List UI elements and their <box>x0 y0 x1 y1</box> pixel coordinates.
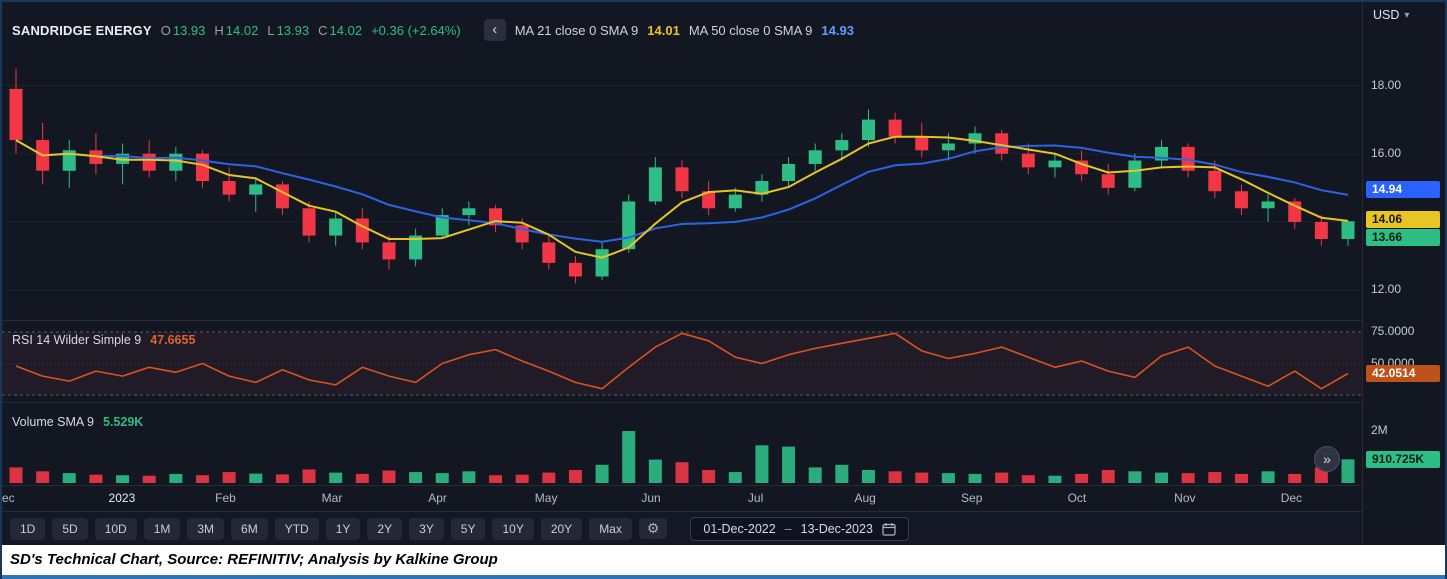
date-range-start[interactable]: 01-Dec-2022 <box>703 521 776 536</box>
change-value: +0.36 (+2.64%) <box>371 22 461 38</box>
close-readout: C 14.02 <box>318 22 363 38</box>
ma21-value: 14.01 <box>647 22 680 38</box>
range-button-1m[interactable]: 1M <box>143 517 181 540</box>
ma21-legend-label: MA 21 close 0 SMA 9 <box>514 22 639 38</box>
ma50-value: 14.93 <box>821 22 854 38</box>
rsi-value-tag: 42.0514 <box>1366 365 1440 382</box>
range-button-1d[interactable]: 1D <box>10 517 46 540</box>
date-range-picker[interactable]: 01-Dec-2022 – 13-Dec-2023 <box>690 516 909 541</box>
volume-value: 5.529K <box>103 415 144 429</box>
close-value: 14.02 <box>329 22 363 38</box>
rsi-legend-label: RSI 14 Wilder Simple 9 <box>12 333 142 347</box>
range-button-5d[interactable]: 5D <box>52 517 88 540</box>
currency-label: USD <box>1373 8 1400 22</box>
time-axis-label: Aug <box>854 491 876 505</box>
time-axis-label: Feb <box>215 491 236 505</box>
time-axis-label: Sep <box>961 491 983 505</box>
range-button-6m[interactable]: 6M <box>231 517 268 540</box>
range-buttons-group: 1D 5D 10D 1M 3M 6M YTD 1Y 2Y 3Y 5Y 10Y 20Y Max <box>10 517 632 540</box>
time-axis-label: Jun <box>641 491 661 505</box>
range-button-1y[interactable]: 1Y <box>325 517 361 540</box>
date-range-end[interactable]: 13-Dec-2023 <box>800 521 873 536</box>
ma21-line <box>15 135 1349 259</box>
rsi-legend: RSI 14 Wilder Simple 9 47.6655 <box>12 333 195 347</box>
symbol-name: SANDRIDGE ENERGY <box>12 22 152 38</box>
volume-axis-label: 2M <box>1371 423 1388 437</box>
time-axis-label: Apr <box>428 491 447 505</box>
interval-settings-gear-icon[interactable]: ⚙ <box>638 518 668 539</box>
currency-selector[interactable]: USD ▾ <box>1373 8 1409 22</box>
ma50-line <box>15 139 1349 243</box>
time-axis-label: Dec <box>1280 491 1303 505</box>
volume-legend: Volume SMA 9 5.529K <box>12 415 143 429</box>
price-axis-label: 16.00 <box>1371 145 1402 160</box>
ma50-legend-label: MA 50 close 0 SMA 9 <box>688 22 813 38</box>
open-value: 13.93 <box>172 22 206 38</box>
time-axis-label: 2023 <box>108 491 136 505</box>
pane-separator[interactable] <box>2 320 1445 321</box>
caption: SD's Technical Chart, Source: REFINITIV;… <box>2 545 1445 579</box>
time-axis-label: ec <box>2 491 15 505</box>
range-button-max[interactable]: Max <box>589 517 632 540</box>
rsi-value: 47.6655 <box>150 333 196 347</box>
price-scale[interactable]: USD ▾ 18.00 16.00 12.00 14.94 14.06 13.66 75.0… <box>1362 2 1445 545</box>
chevron-down-icon: ▾ <box>1404 9 1410 21</box>
range-button-3m[interactable]: 3M <box>187 517 225 540</box>
volume-legend-label: Volume SMA 9 <box>12 415 94 429</box>
rsi-band <box>2 331 1362 396</box>
range-button-10d[interactable]: 10D <box>94 517 137 540</box>
range-button-5y[interactable]: 5Y <box>450 517 486 540</box>
range-button-20y[interactable]: 20Y <box>540 517 583 540</box>
high-value: 14.02 <box>225 22 259 38</box>
range-button-10y[interactable]: 10Y <box>492 517 534 540</box>
chart-canvas[interactable] <box>2 2 1362 485</box>
time-axis-label: May <box>534 491 558 505</box>
range-button-2y[interactable]: 2Y <box>367 517 403 540</box>
open-readout: O 13.93 <box>160 22 206 38</box>
time-axis-label: Mar <box>321 491 343 505</box>
low-readout: L 13.93 <box>267 22 310 38</box>
pane-separator[interactable] <box>2 402 1445 403</box>
calendar-icon <box>882 522 896 536</box>
time-axis-label: Nov <box>1174 491 1196 505</box>
price-axis-label: 12.00 <box>1371 282 1402 297</box>
time-axis-label: Jul <box>747 491 764 505</box>
candlesticks <box>9 68 1355 284</box>
date-range-separator: – <box>784 521 792 536</box>
time-axis-label: Oct <box>1067 491 1087 505</box>
range-button-3y[interactable]: 3Y <box>409 517 444 540</box>
last-price-tag: 13.66 <box>1366 229 1440 247</box>
ma21-price-tag: 14.06 <box>1366 211 1440 229</box>
ma50-price-tag: 14.94 <box>1366 181 1440 199</box>
time-axis[interactable]: ec 2023 Feb Mar Apr May Jun Jul Aug Sep Oct Nov Dec <box>2 485 1445 511</box>
volume-value-tag: 910.725K <box>1366 450 1440 468</box>
rsi-axis-label: 75.0000 <box>1371 324 1415 338</box>
low-value: 13.93 <box>276 22 310 38</box>
high-readout: H 14.02 <box>214 22 259 38</box>
rsi-line <box>15 332 1349 390</box>
volume-bars <box>9 431 1355 483</box>
scroll-to-recent-button[interactable]: » <box>1314 446 1340 472</box>
range-button-ytd[interactable]: YTD <box>274 517 319 540</box>
chevron-left-icon[interactable]: ‹ <box>483 19 506 41</box>
range-toolbar: 1D 5D 10D 1M 3M 6M YTD 1Y 2Y 3Y 5Y 10Y 20Y Max ⚙ 01-D… <box>2 511 1445 545</box>
price-axis-label: 18.00 <box>1371 77 1402 92</box>
